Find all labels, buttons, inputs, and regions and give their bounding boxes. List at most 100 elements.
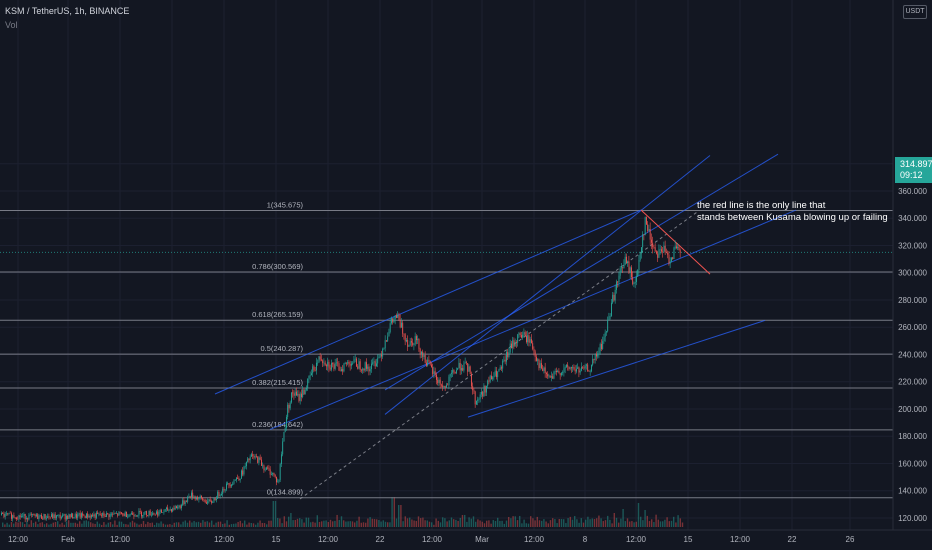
trendline[interactable] xyxy=(384,153,779,391)
candle-body xyxy=(406,339,407,342)
volume-bar xyxy=(307,517,310,527)
candle-body xyxy=(416,336,417,341)
volume-indicator-label[interactable]: Vol xyxy=(5,20,18,30)
candle-body xyxy=(221,493,222,496)
candle-body xyxy=(1,513,2,516)
candle-body xyxy=(309,375,311,376)
candle-body xyxy=(597,353,599,357)
volume-bar xyxy=(670,520,673,527)
candle-body xyxy=(573,367,575,370)
volume-bar xyxy=(109,522,112,527)
candle-body xyxy=(482,391,484,397)
candle-body xyxy=(281,454,282,465)
candle-body xyxy=(538,359,540,369)
candle-body xyxy=(662,251,664,253)
candle-body xyxy=(543,367,545,371)
candle-body xyxy=(203,499,205,501)
symbol-title[interactable]: KSM / TetherUS, 1h, BINANCE xyxy=(5,6,130,16)
candle-body xyxy=(208,499,210,502)
last-price-value: 314.897 xyxy=(900,159,932,169)
volume-bar xyxy=(510,518,512,527)
trendline[interactable] xyxy=(384,155,711,415)
red-resistance-line[interactable] xyxy=(640,209,711,275)
x-tick-label: 12:00 xyxy=(524,535,545,544)
volume-bar xyxy=(371,518,373,527)
candle-body xyxy=(247,458,249,462)
annotation-text[interactable]: the red line is the only line that stand… xyxy=(697,200,888,224)
fib-level-label: 0.618(265.159) xyxy=(252,310,303,319)
candle-body xyxy=(237,477,239,479)
volume-bar xyxy=(285,521,288,527)
candle-body xyxy=(672,257,674,260)
candle-body xyxy=(598,350,600,354)
volume-bar xyxy=(417,516,420,527)
volume-bar xyxy=(662,521,664,527)
volume-bar xyxy=(213,524,215,527)
candle-body xyxy=(427,359,429,366)
x-tick-label: 8 xyxy=(583,535,588,544)
candle-body xyxy=(617,281,619,283)
candle-body xyxy=(627,261,629,263)
volume-bar xyxy=(492,520,494,527)
volume-bar xyxy=(631,521,633,527)
candle-body xyxy=(571,367,572,369)
dashed-trendline[interactable] xyxy=(299,210,699,500)
volume-bar xyxy=(356,520,358,527)
volume-bar xyxy=(334,520,336,527)
candle-body xyxy=(561,373,562,376)
candle-body xyxy=(9,512,11,514)
volume-bar xyxy=(76,523,79,527)
candle-body xyxy=(382,348,384,357)
candle-body xyxy=(116,513,117,514)
candle-body xyxy=(3,513,5,517)
candle-body xyxy=(494,370,496,376)
candle-body xyxy=(47,516,49,518)
volume-bar xyxy=(332,521,334,527)
candle-body xyxy=(352,363,354,364)
volume-bar xyxy=(437,520,439,527)
volume-bar xyxy=(169,524,171,527)
candle-body xyxy=(149,510,151,516)
volume-bar xyxy=(382,520,384,527)
volume-bar xyxy=(442,517,444,527)
volume-bar xyxy=(15,521,17,527)
volume-bar xyxy=(105,524,107,527)
candle-body xyxy=(193,496,195,498)
candle-body xyxy=(336,362,337,364)
volume-bar xyxy=(574,516,576,527)
candle-body xyxy=(428,359,430,361)
bar-countdown: 09:12 xyxy=(900,170,923,180)
trendline[interactable] xyxy=(467,319,766,418)
volume-bar xyxy=(679,518,681,527)
candle-body xyxy=(656,251,657,254)
candle-body xyxy=(431,364,432,368)
volume-bar xyxy=(222,523,224,527)
volume-bar xyxy=(486,520,488,527)
candle-body xyxy=(528,335,530,343)
trendline[interactable] xyxy=(214,209,642,395)
volume-bar xyxy=(611,523,613,527)
volume-bar xyxy=(239,520,241,527)
volume-bar xyxy=(481,521,483,527)
candle-body xyxy=(509,343,511,353)
volume-bar xyxy=(259,520,261,527)
currency-button[interactable]: USDT xyxy=(903,5,927,19)
volume-bar xyxy=(556,523,558,527)
candle-body xyxy=(582,367,584,368)
candle-body xyxy=(277,481,279,483)
candle-body xyxy=(589,371,591,373)
candle-body xyxy=(138,510,140,516)
candle-body xyxy=(313,366,315,371)
trendlines[interactable] xyxy=(214,153,797,500)
candle-body xyxy=(117,513,119,516)
candle-body xyxy=(499,367,501,370)
trendline[interactable] xyxy=(269,209,797,430)
candle-body xyxy=(459,362,461,371)
candle-body xyxy=(2,513,4,514)
candle-body xyxy=(438,379,440,383)
volume-bar xyxy=(241,523,244,527)
time-axis[interactable]: 12:00 Feb 12:00 8 12:00 15 12:00 22 12:00 Mar 12:0… xyxy=(0,529,932,544)
candle-body xyxy=(151,514,152,516)
